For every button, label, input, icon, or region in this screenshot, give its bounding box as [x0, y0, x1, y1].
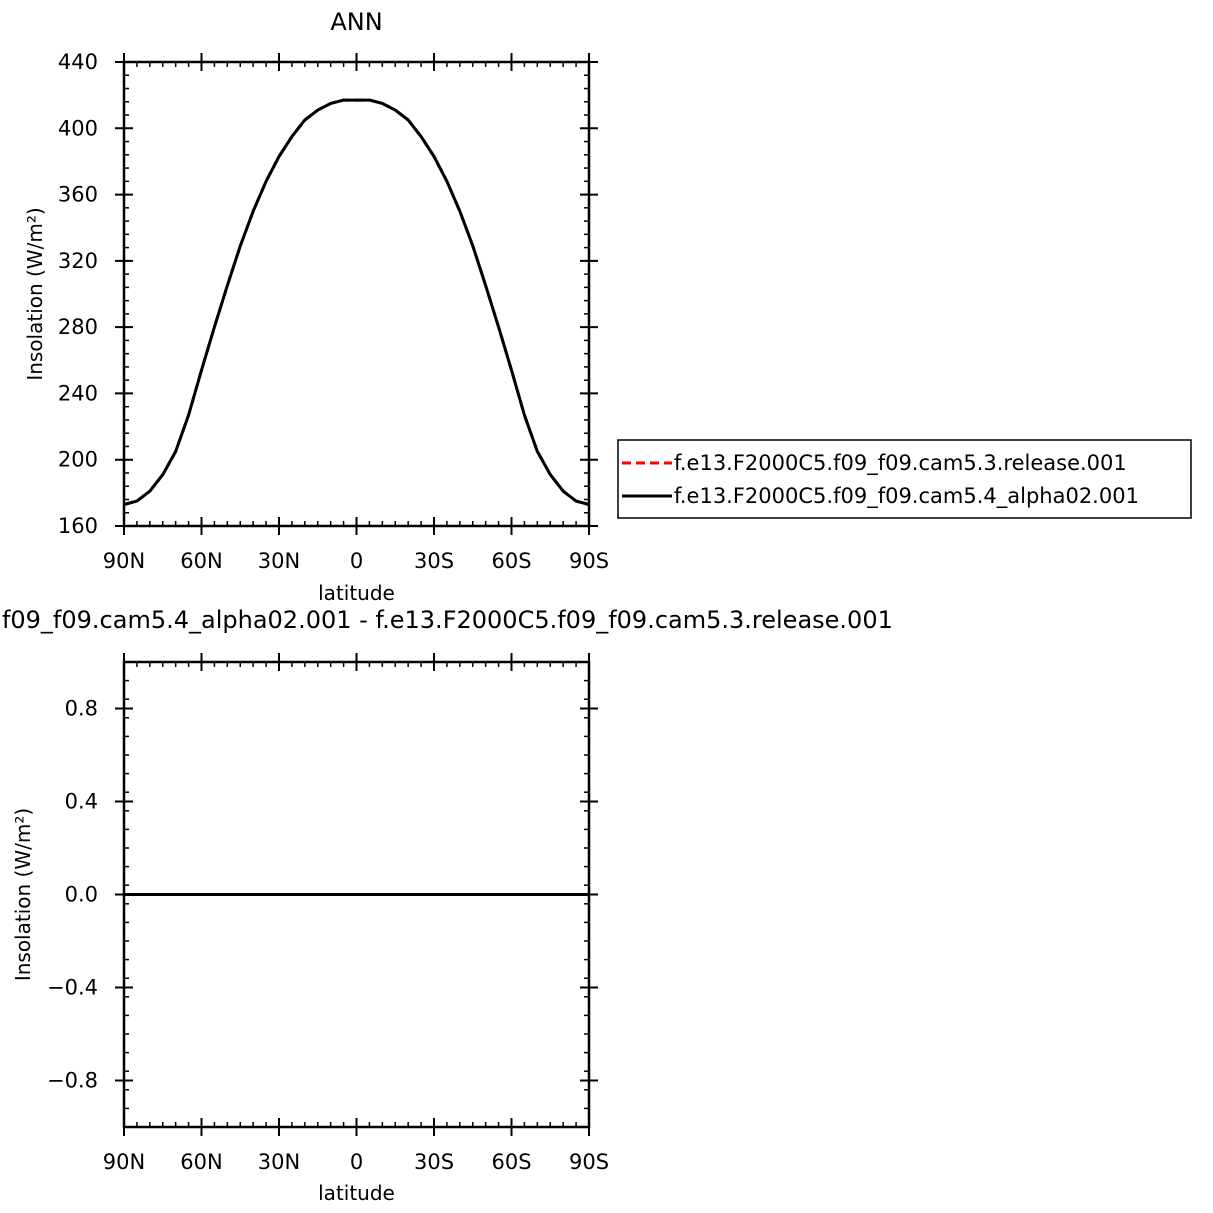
y-tick-label: 360: [58, 183, 98, 207]
y-tick-label: −0.4: [47, 976, 98, 1000]
x-tick-label: 30N: [258, 549, 300, 573]
x-tick-label: 60N: [180, 1150, 222, 1174]
y-tick-label: 400: [58, 116, 98, 140]
x-tick-label: 90S: [569, 1150, 609, 1174]
x-tick-label: 90N: [103, 549, 145, 573]
x-tick-label: 90N: [103, 1150, 145, 1174]
x-axis-label: latitude: [318, 1181, 395, 1205]
y-tick-label: 200: [58, 448, 98, 472]
y-tick-label: 280: [58, 315, 98, 339]
y-tick-label: 160: [58, 514, 98, 538]
x-axis-label: latitude: [318, 581, 395, 605]
x-tick-label: 60S: [491, 1150, 531, 1174]
y-tick-label: −0.8: [47, 1069, 98, 1093]
y-tick-label: 0.8: [65, 697, 98, 721]
x-tick-label: 30N: [258, 1150, 300, 1174]
y-axis-label: Insolation (W/m²): [23, 207, 47, 380]
series-line-0: [123, 98, 590, 506]
y-axis-label: Insolation (W/m²): [11, 808, 35, 981]
y-tick-label: 0.4: [65, 790, 98, 814]
series-line-1: [123, 98, 590, 506]
x-tick-label: 30S: [414, 549, 454, 573]
plot-frame-0: [122, 60, 591, 528]
chart-title: f.e13.F2000C5.f09_f09.cam5.4_alpha02.001…: [0, 606, 893, 634]
x-tick-label: 0: [350, 549, 363, 573]
x-tick-label: 0: [350, 1150, 363, 1174]
legend-box: [617, 439, 1192, 519]
x-tick-label: 90S: [569, 549, 609, 573]
legend-label-1: f.e13.F2000C5.f09_f09.cam5.4_alpha02.001: [674, 484, 1139, 509]
x-tick-label: 60N: [180, 549, 222, 573]
y-tick-label: 240: [58, 381, 98, 405]
y-tick-label: 320: [58, 249, 98, 273]
x-tick-label: 60S: [491, 549, 531, 573]
chart-title: ANN: [330, 8, 382, 36]
y-tick-label: 440: [58, 50, 98, 74]
x-tick-label: 30S: [414, 1150, 454, 1174]
legend-label-0: f.e13.F2000C5.f09_f09.cam5.3.release.001: [674, 451, 1127, 476]
y-tick-label: 0.0: [65, 883, 98, 907]
